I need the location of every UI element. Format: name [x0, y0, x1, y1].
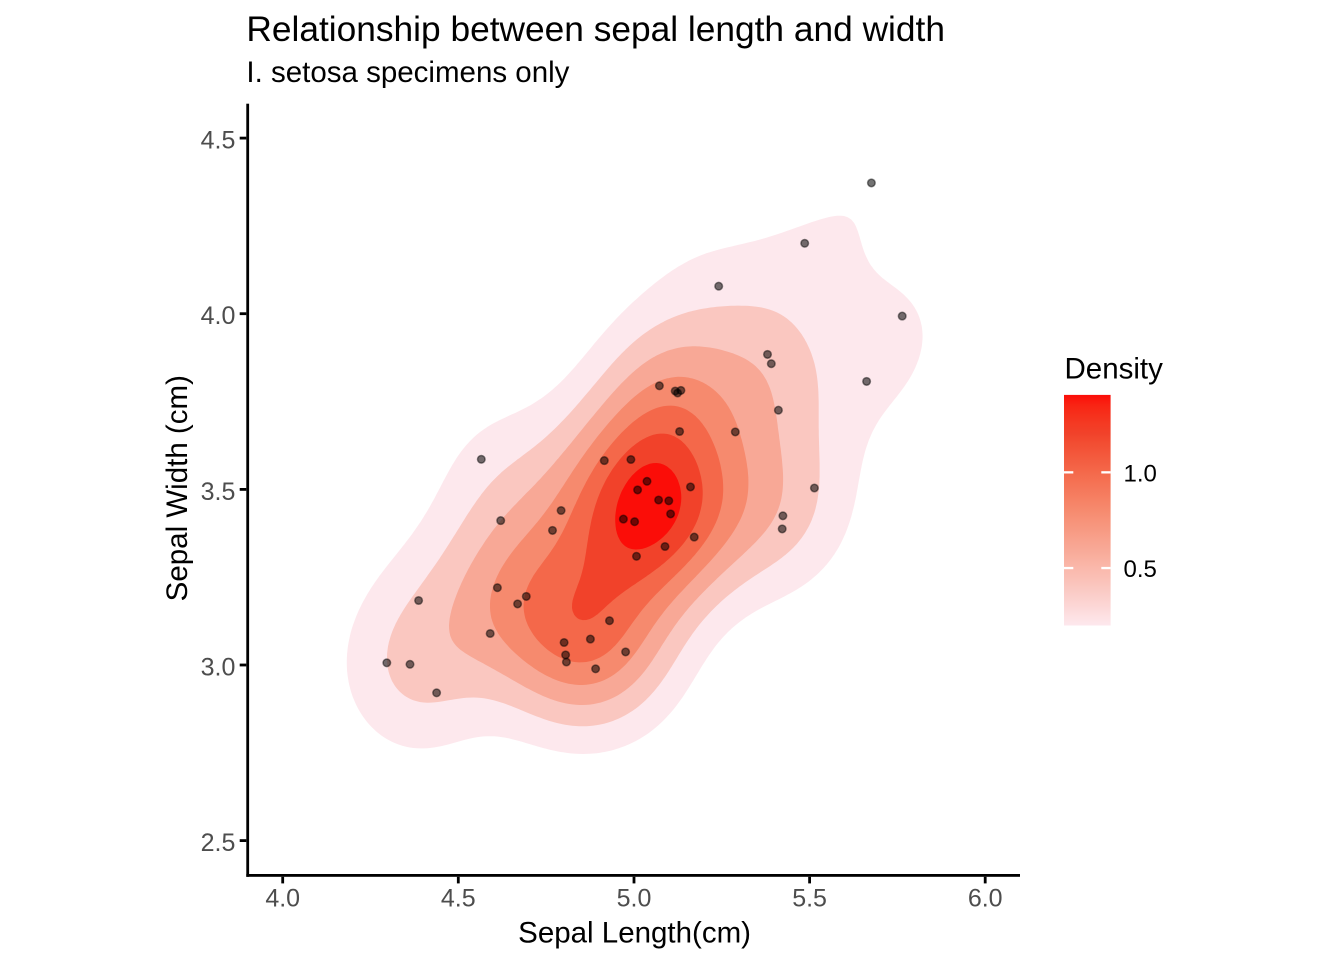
- svg-text:1.0: 1.0: [1124, 460, 1157, 487]
- svg-text:4.5: 4.5: [201, 127, 236, 155]
- svg-text:5.0: 5.0: [617, 885, 652, 913]
- svg-text:Sepal Length(cm): Sepal Length(cm): [518, 917, 751, 950]
- svg-text:I. setosa specimens only: I. setosa specimens only: [246, 56, 569, 89]
- svg-text:4.0: 4.0: [265, 885, 300, 913]
- svg-text:4.5: 4.5: [441, 885, 476, 913]
- svg-text:3.0: 3.0: [201, 653, 236, 681]
- svg-text:2.5: 2.5: [201, 829, 236, 857]
- svg-text:Relationship between sepal len: Relationship between sepal length and wi…: [246, 10, 945, 49]
- svg-text:6.0: 6.0: [968, 885, 1003, 913]
- svg-text:4.0: 4.0: [201, 302, 236, 330]
- svg-text:Sepal Width (cm): Sepal Width (cm): [161, 375, 194, 601]
- svg-text:Density: Density: [1065, 353, 1164, 386]
- svg-text:0.5: 0.5: [1124, 556, 1157, 583]
- svg-text:5.5: 5.5: [792, 885, 827, 913]
- svg-text:3.5: 3.5: [201, 478, 236, 506]
